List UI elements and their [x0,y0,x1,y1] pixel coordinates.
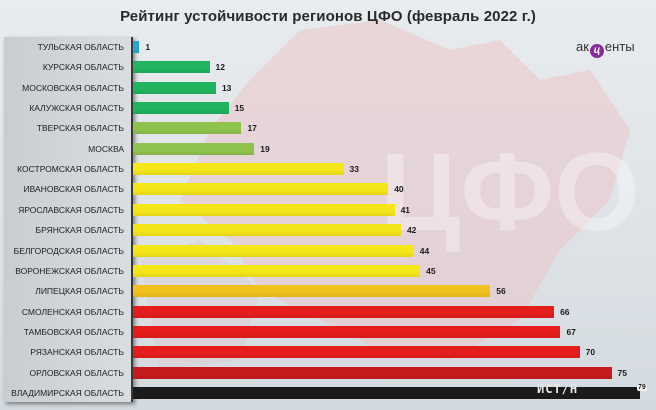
value-label: 44 [419,245,430,256]
logo-text-left: ак [576,39,589,54]
category-label: ТАМБОВСКАЯ ОБЛАСТЬ [23,326,124,337]
value-label: 42 [406,225,417,236]
bar-row: КУРСКАЯ ОБЛАСТЬ 12 [0,60,656,74]
akcenty-logo: ак ц енты [576,39,635,58]
category-label: КАЛУЖСКАЯ ОБЛАСТЬ [29,103,124,114]
bar [133,285,491,298]
bar [133,346,580,359]
bar [133,386,640,399]
bar-row: ИВАНОВСКАЯ ОБЛАСТЬ 40 [0,182,656,196]
value-label: 13 [221,82,232,93]
category-label-panel [4,37,133,402]
category-label: БРЯНСКАЯ ОБЛАСТЬ [35,225,124,236]
bar-row: КАЛУЖСКАЯ ОБЛАСТЬ 15 [0,101,656,115]
value-label: 12 [215,62,226,73]
watermark-badge: 79 [637,384,647,391]
value-label: 19 [260,143,270,154]
value-label: 67 [566,326,576,337]
value-label: 33 [349,164,359,175]
value-label: 75 [617,367,627,378]
bar-row: ВЛАДИМИРСКАЯ ОБЛАСТЬ [0,386,656,400]
bar [133,183,389,196]
category-label: ОРЛОВСКАЯ ОБЛАСТЬ [29,367,124,378]
value-label: 70 [585,347,596,358]
value-label: 1 [145,42,151,52]
bar [133,366,612,379]
bar [133,264,421,277]
value-label: 41 [400,204,411,215]
category-label: БЕЛГОРОДСКАЯ ОБЛАСТЬ [13,245,124,256]
bar [133,244,414,257]
category-label: ВЛАДИМИРСКАЯ ОБЛАСТЬ [11,387,124,398]
category-label: КОСТРОМСКАЯ ОБЛАСТЬ [17,164,124,175]
bar [133,102,229,115]
bar-row: ТУЛЬСКАЯ ОБЛАСТЬ 1 [0,40,656,54]
bar-row: ЯРОСЛАВСКАЯ ОБЛАСТЬ 41 [0,203,656,217]
value-label: 15 [234,103,245,114]
category-label: РЯЗАНСКАЯ ОБЛАСТЬ [30,347,124,358]
value-label: 45 [426,265,436,276]
logo-mark-icon: ц [589,44,604,58]
category-label: ЛИПЕЦКАЯ ОБЛАСТЬ [35,286,124,297]
category-label: КУРСКАЯ ОБЛАСТЬ [42,62,124,73]
value-label: 40 [394,184,404,195]
bar [133,142,255,155]
bar-row: ЛИПЕЦКАЯ ОБЛАСТЬ 56 [0,284,656,298]
bar [133,61,210,74]
bar-row: МОСКОВСКАЯ ОБЛАСТЬ 13 [0,81,656,95]
chart-title: Рейтинг устойчивости регионов ЦФО (февра… [120,8,536,25]
category-label: ТУЛЬСКАЯ ОБЛАСТЬ [37,42,124,52]
bar [133,81,216,94]
bar-row: ТАМБОВСКАЯ ОБЛАСТЬ 67 [0,325,656,339]
category-label: МОСКВА [88,143,124,154]
category-label: МОСКОВСКАЯ ОБЛАСТЬ [22,82,124,93]
bar [133,203,395,216]
bar-row: ТВЕРСКАЯ ОБЛАСТЬ 17 [0,121,656,135]
value-label: 66 [560,306,570,317]
bar-row: СМОЛЕНСКАЯ ОБЛАСТЬ 66 [0,305,656,319]
bar [133,305,555,318]
bar [133,41,140,53]
category-label: ТВЕРСКАЯ ОБЛАСТЬ [36,123,124,134]
istok-watermark: ИСТ/Н [537,382,579,396]
bar-row: РЯЗАНСКАЯ ОБЛАСТЬ 70 [0,345,656,359]
bar-row: КОСТРОМСКАЯ ОБЛАСТЬ 33 [0,162,656,176]
bar-row: БРЯНСКАЯ ОБЛАСТЬ 42 [0,223,656,237]
bar [133,163,344,176]
category-label: СМОЛЕНСКАЯ ОБЛАСТЬ [21,306,124,317]
bar [133,122,242,135]
bar-row: ОРЛОВСКАЯ ОБЛАСТЬ 75 [0,366,656,380]
bar-row: МОСКВА 19 [0,142,656,156]
value-label: 17 [247,123,257,134]
bar [133,325,561,338]
value-label: 56 [496,286,506,297]
category-label: ИВАНОВСКАЯ ОБЛАСТЬ [23,184,124,195]
bar-row: ВОРОНЕЖСКАЯ ОБЛАСТЬ 45 [0,264,656,278]
category-label: ВОРОНЕЖСКАЯ ОБЛАСТЬ [15,265,124,276]
bar [133,224,401,237]
logo-text-right: енты [604,39,635,54]
category-label: ЯРОСЛАВСКАЯ ОБЛАСТЬ [18,204,124,215]
bar-row: БЕЛГОРОДСКАЯ ОБЛАСТЬ 44 [0,244,656,258]
